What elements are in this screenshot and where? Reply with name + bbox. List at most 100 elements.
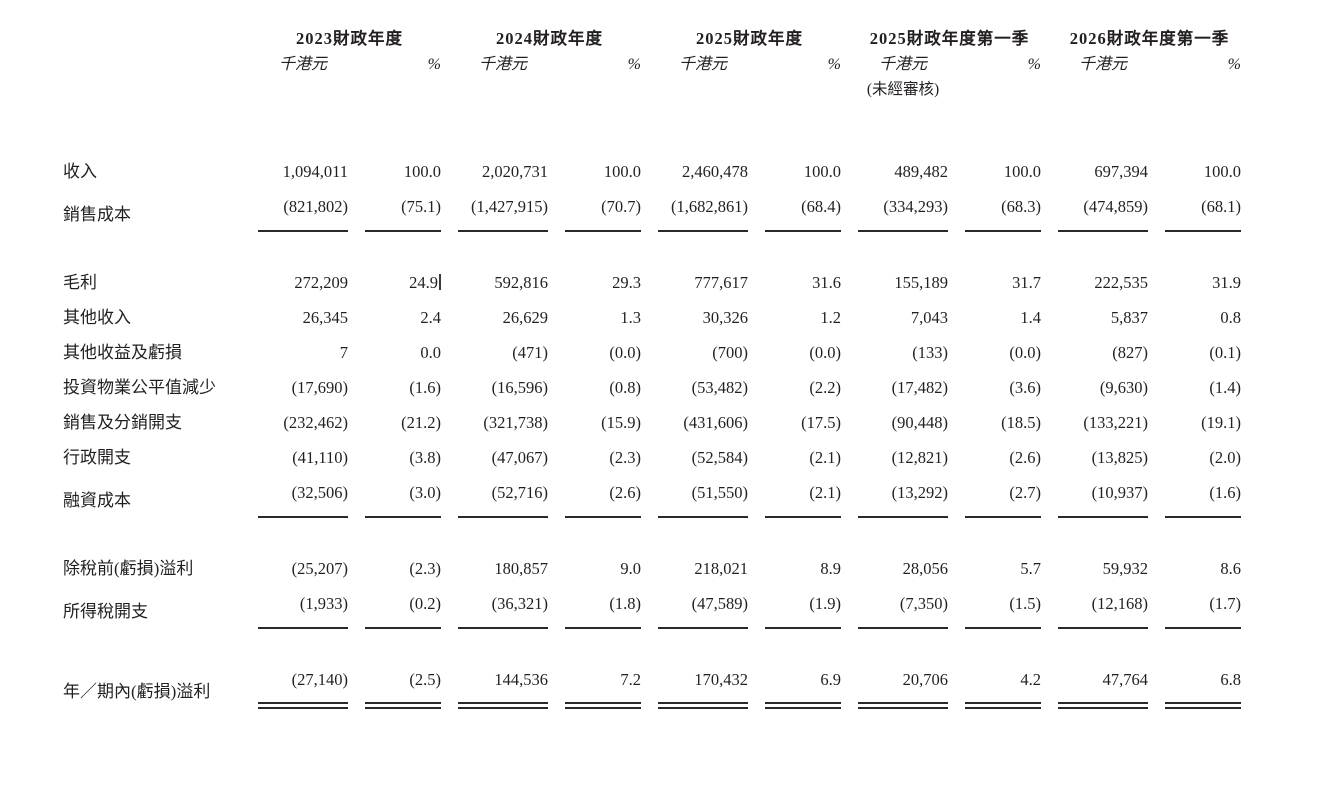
percent-label: % xyxy=(427,56,441,73)
amount-cell: 47,764 xyxy=(1058,662,1148,709)
percent-cell: (68.1) xyxy=(1165,189,1241,232)
percent-cell: 1.2 xyxy=(820,308,841,327)
row-label: 融資成本 xyxy=(63,491,131,510)
percent-cell: (0.0) xyxy=(609,343,641,362)
percent-cell: 24.9 xyxy=(365,265,441,300)
percent-cell: 8.6 xyxy=(1220,559,1241,578)
percent-cell: 5.7 xyxy=(1020,559,1041,578)
percent-cell: (15.9) xyxy=(601,413,641,432)
percent-cell: 0.0 xyxy=(420,343,441,362)
percent-cell: (1.4) xyxy=(1209,378,1241,397)
amount-cell: 180,857 xyxy=(494,559,548,578)
financial-statements-table: 2023財政年度 2024財政年度 2025財政年度 2025財政年度第一季 2… xyxy=(46,26,1258,709)
unaudited-note-row: (未經審核) xyxy=(63,78,1241,102)
column-group-title-fy2023: 2023財政年度 xyxy=(296,29,403,48)
table-row: 除稅前(虧損)溢利 (25,207) (2.3) 180,857 9.0 218,021 8… xyxy=(63,551,1241,586)
percent-cell: 1.3 xyxy=(620,308,641,327)
amount-cell: (232,462) xyxy=(283,413,348,432)
percent-cell: 100.0 xyxy=(403,162,441,181)
amount-cell: (1,682,861) xyxy=(658,189,748,232)
amount-cell: (16,596) xyxy=(491,378,548,397)
percent-cell: (1.8) xyxy=(565,586,641,629)
percent-cell: (1.7) xyxy=(1165,586,1241,629)
amount-cell: (10,937) xyxy=(1058,475,1148,518)
spacer-row xyxy=(63,518,1241,551)
amount-cell: 144,536 xyxy=(458,662,548,709)
percent-cell: 7.2 xyxy=(565,662,641,709)
percent-cell: (21.2) xyxy=(401,413,441,432)
percent-cell: (1.6) xyxy=(1165,475,1241,518)
percent-cell: (2.1) xyxy=(765,475,841,518)
spacer-row xyxy=(63,629,1241,662)
amount-cell: (133) xyxy=(912,343,948,362)
amount-cell: (51,550) xyxy=(658,475,748,518)
table-row: 投資物業公平值減少 (17,690) (1.6) (16,596) (0.8) (53,4… xyxy=(63,370,1241,405)
unaudited-note: (未經審核) xyxy=(866,81,940,98)
amount-cell: (12,168) xyxy=(1058,586,1148,629)
amount-cell: 1,094,011 xyxy=(282,162,348,181)
amount-cell: 28,056 xyxy=(902,559,948,578)
percent-cell: (0.0) xyxy=(1009,343,1041,362)
amount-cell: 592,816 xyxy=(494,273,548,292)
percent-cell: (3.0) xyxy=(365,475,441,518)
percent-label: % xyxy=(1027,56,1041,73)
percent-cell: 29.3 xyxy=(612,273,641,292)
percent-cell: (3.6) xyxy=(1009,378,1041,397)
table-body: 收入 1,094,011 100.0 2,020,731 100.0 2,460,478 1… xyxy=(63,154,1241,709)
percent-label: % xyxy=(1227,56,1241,73)
spacer-row xyxy=(63,232,1241,265)
amount-cell: (27,140) xyxy=(258,662,348,709)
column-group-title-fy2025: 2025財政年度 xyxy=(696,29,803,48)
table-row: 所得稅開支 (1,933) (0.2) (36,321) (1.8) (47,589) (1… xyxy=(63,586,1241,629)
header-spacer xyxy=(63,52,241,78)
percent-cell: (0.2) xyxy=(365,586,441,629)
amount-cell: (431,606) xyxy=(683,413,748,432)
percent-cell: (18.5) xyxy=(1001,413,1041,432)
amount-cell: (133,221) xyxy=(1083,413,1148,432)
amount-cell: (13,825) xyxy=(1091,448,1148,467)
row-label: 除稅前(虧損)溢利 xyxy=(63,559,194,578)
percent-cell: 8.9 xyxy=(820,559,841,578)
percent-cell: (2.3) xyxy=(409,559,441,578)
row-label: 銷售及分銷開支 xyxy=(63,413,182,432)
amount-cell: 218,021 xyxy=(694,559,748,578)
percent-cell: (2.1) xyxy=(809,448,841,467)
row-label: 投資物業公平值減少 xyxy=(63,378,216,397)
column-group-title-q1fy2026: 2026財政年度第一季 xyxy=(1069,29,1230,48)
amount-cell: 697,394 xyxy=(1094,162,1148,181)
amount-cell: 59,932 xyxy=(1102,559,1148,578)
text-caret xyxy=(439,274,441,290)
amount-cell: 20,706 xyxy=(858,662,948,709)
percent-cell: 100.0 xyxy=(803,162,841,181)
column-group-title-fy2024: 2024財政年度 xyxy=(496,29,603,48)
unit-header-row: 千港元 % 千港元 % 千港元 % 千港元 % 千港元 % xyxy=(63,52,1241,78)
table-row: 毛利 272,209 24.9 592,816 29.3 777,617 31.6 155,1… xyxy=(63,265,1241,300)
amount-cell: 222,535 xyxy=(1094,273,1148,292)
amount-cell: (827) xyxy=(1112,343,1148,362)
table-row: 年／期內(虧損)溢利 (27,140) (2.5) 144,536 7.2 170,432… xyxy=(63,662,1241,709)
table-row: 其他收益及虧損 7 0.0 (471) (0.0) (700) (0.0) (133) (0.0… xyxy=(63,335,1241,370)
header-spacer xyxy=(63,78,241,102)
row-label: 行政開支 xyxy=(63,448,131,467)
amount-cell: (7,350) xyxy=(858,586,948,629)
percent-cell: (1.9) xyxy=(765,586,841,629)
amount-cell: (321,738) xyxy=(483,413,548,432)
unit-label: 千港元 xyxy=(278,56,327,73)
amount-cell: 26,629 xyxy=(502,308,548,327)
table-row: 銷售及分銷開支 (232,462) (21.2) (321,738) (15.9) (43… xyxy=(63,405,1241,440)
percent-cell: (1.6) xyxy=(409,378,441,397)
amount-cell: (25,207) xyxy=(291,559,348,578)
amount-cell: (36,321) xyxy=(458,586,548,629)
percent-cell: (1.5) xyxy=(965,586,1041,629)
unit-label: 千港元 xyxy=(878,56,927,73)
table-row: 收入 1,094,011 100.0 2,020,731 100.0 2,460,478 1… xyxy=(63,154,1241,189)
amount-cell: 155,189 xyxy=(894,273,948,292)
percent-cell: 2.4 xyxy=(420,308,441,327)
percent-cell: 100.0 xyxy=(1203,162,1241,181)
amount-cell: (47,589) xyxy=(658,586,748,629)
note-cell xyxy=(658,78,748,102)
percent-cell: (0.1) xyxy=(1209,343,1241,362)
amount-cell: (474,859) xyxy=(1058,189,1148,232)
percent-cell: 31.7 xyxy=(1012,273,1041,292)
